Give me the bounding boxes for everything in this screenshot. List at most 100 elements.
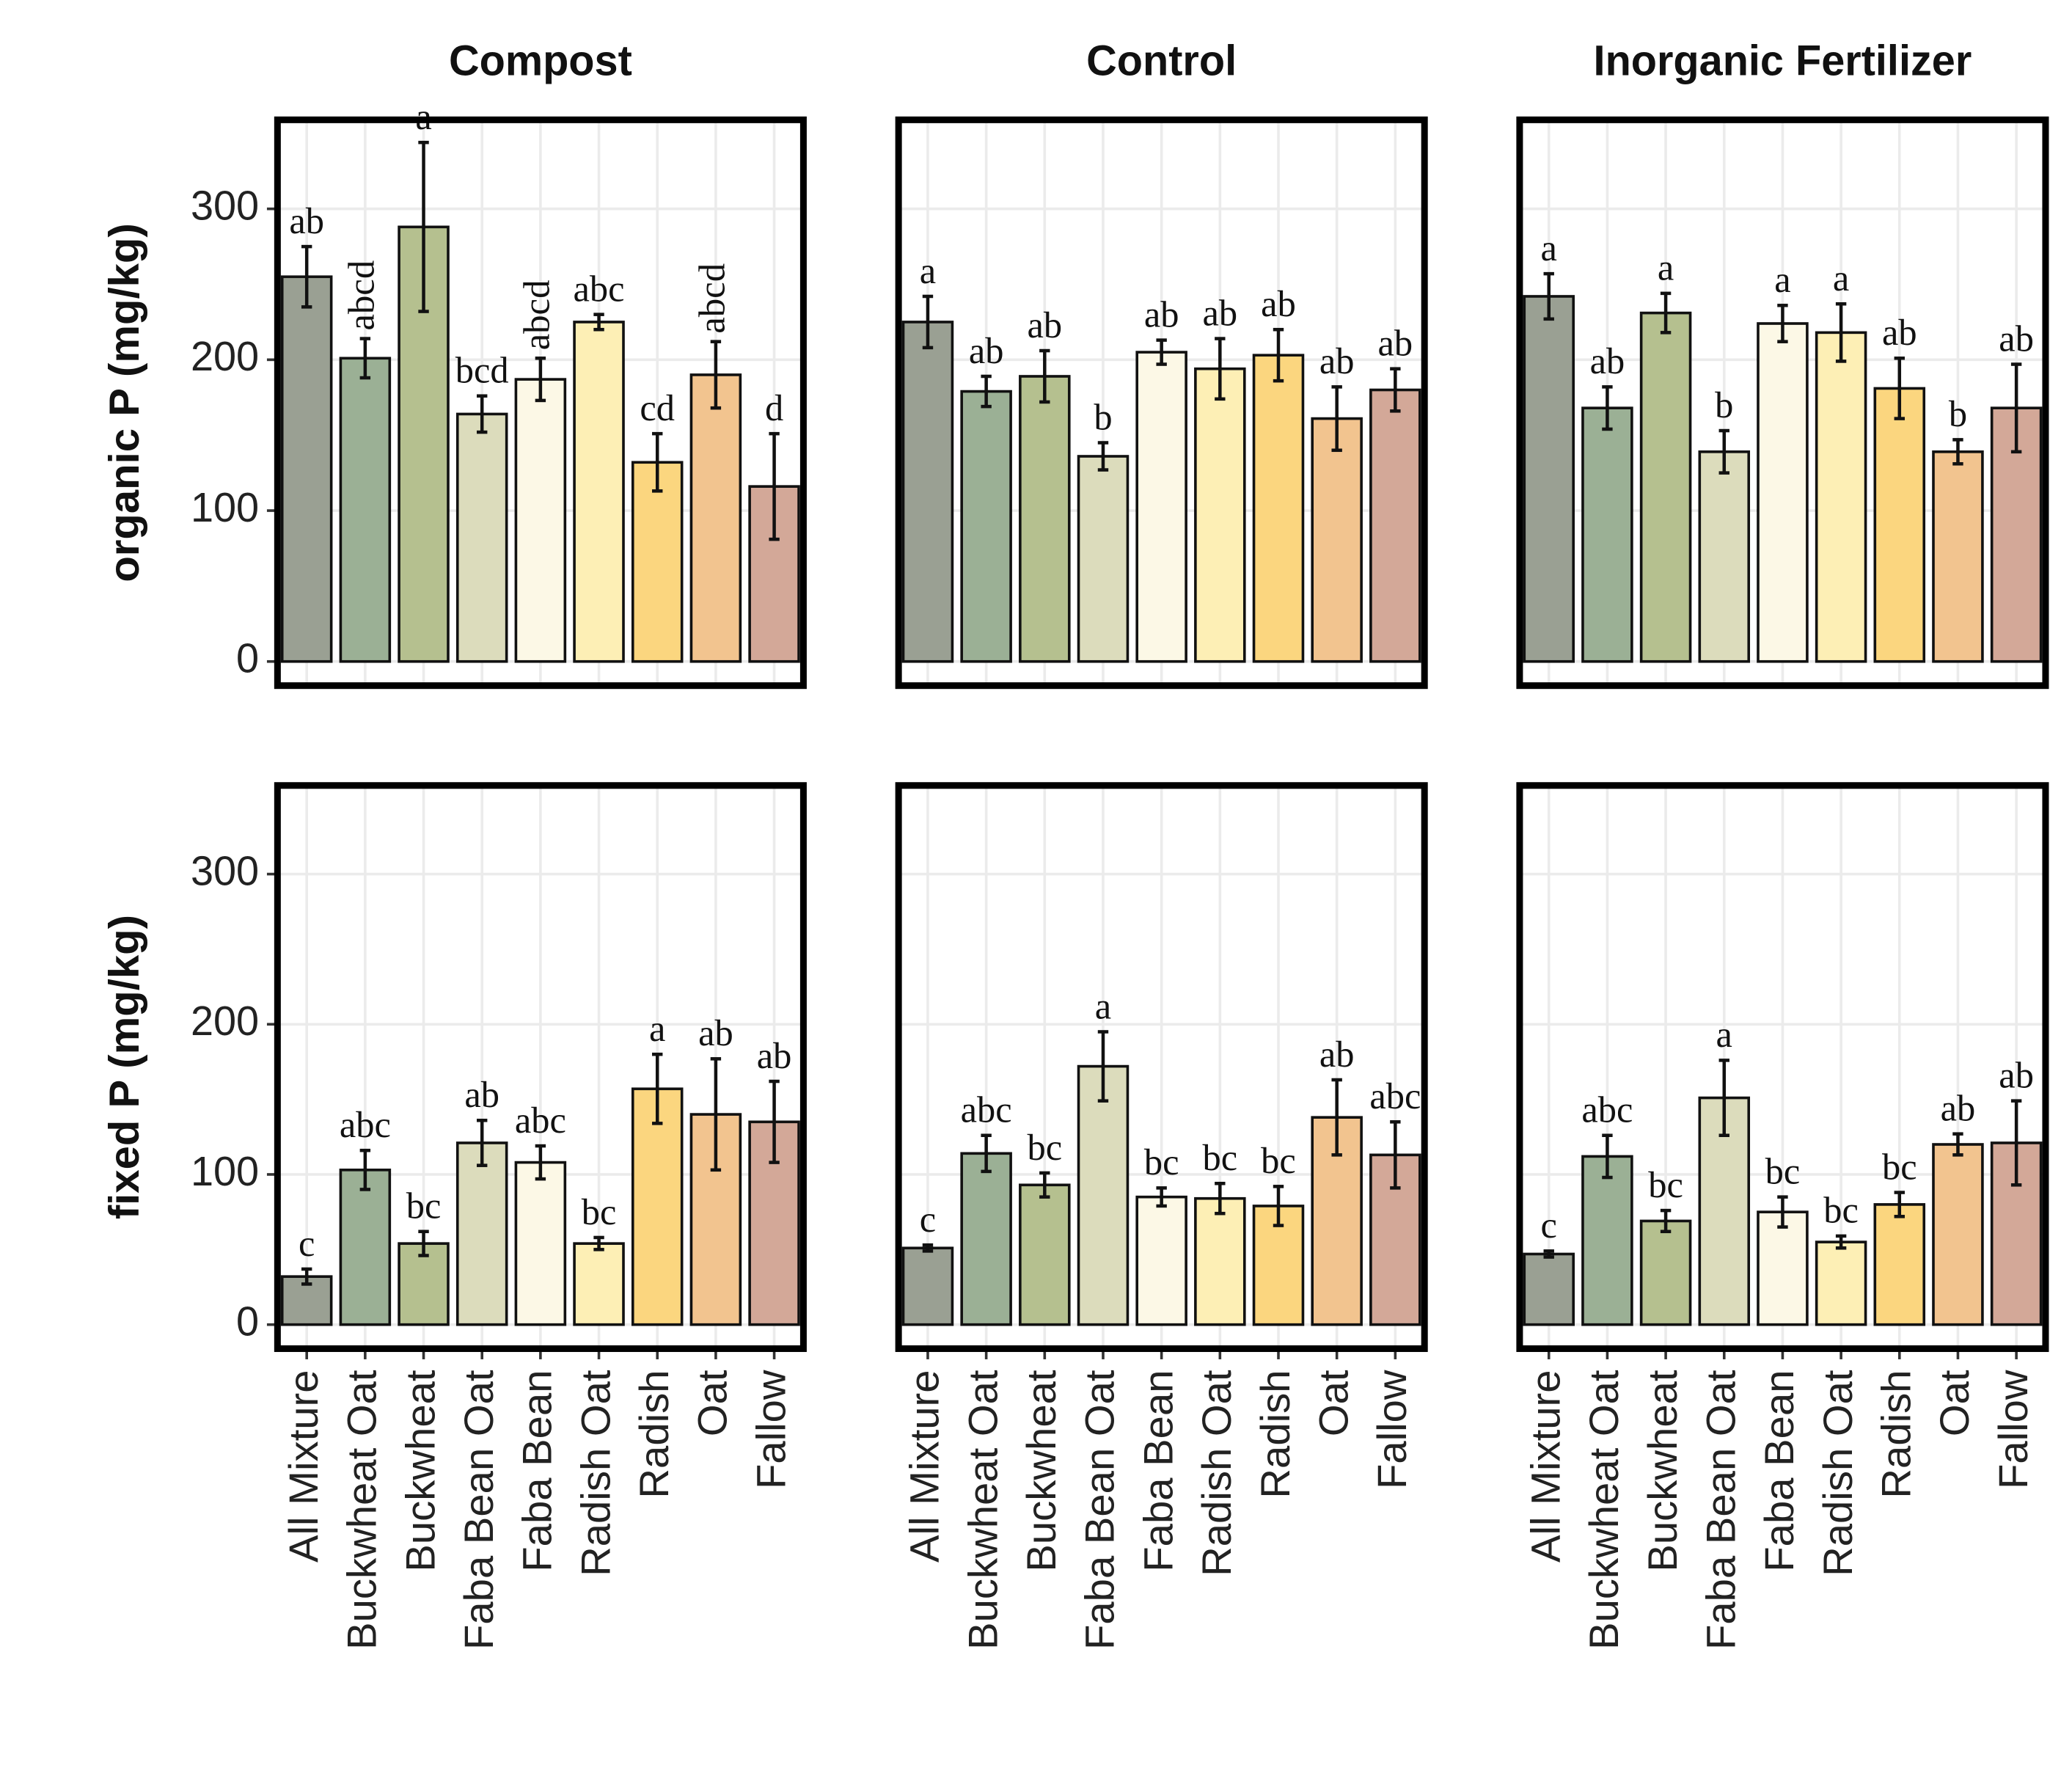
bar — [1019, 1183, 1071, 1326]
bar — [455, 412, 508, 663]
bar — [514, 378, 567, 663]
error-bar — [1390, 367, 1401, 413]
y-axis-label: fixed P (mg/kg) — [101, 915, 148, 1219]
y-tick-label: 100 — [191, 484, 259, 530]
error-bar — [301, 1267, 312, 1286]
significance-letter: bc — [1144, 1141, 1179, 1183]
significance-letter: bc — [1648, 1164, 1683, 1205]
significance-letter: ab — [1882, 312, 1917, 353]
significance-letter: ab — [1027, 304, 1062, 346]
bar — [1369, 388, 1421, 663]
bar — [280, 275, 333, 663]
x-tick-label: Faba Bean — [1135, 1370, 1182, 1571]
significance-letter: b — [1949, 393, 1967, 434]
error-bar — [652, 431, 663, 493]
bar — [960, 1152, 1012, 1326]
significance-letter: abc — [515, 1100, 566, 1141]
error-bar — [593, 1235, 604, 1251]
error-bar — [769, 431, 780, 541]
significance-letter: b — [1094, 396, 1112, 437]
y-tick-label: 100 — [191, 1148, 259, 1194]
error-bar — [1039, 1171, 1050, 1199]
error-bar — [1894, 357, 1905, 420]
significance-letter: ab — [1378, 322, 1413, 363]
error-bar — [1777, 1195, 1788, 1229]
error-bar — [476, 1119, 488, 1167]
y-tick-label: 200 — [191, 333, 259, 379]
error-bar — [1660, 1208, 1672, 1234]
error-bar — [1156, 338, 1167, 366]
x-tick-label: All Mixture — [901, 1370, 948, 1563]
facet-title: Inorganic Fertilizer — [1594, 37, 1972, 84]
bar — [1077, 1064, 1130, 1326]
error-bar — [1894, 1191, 1905, 1218]
significance-letter: ab — [1999, 1054, 2034, 1095]
bar — [1815, 331, 1867, 663]
x-tick-label: Fallow — [1990, 1370, 2036, 1489]
error-bar — [2010, 1099, 2022, 1187]
significance-letter: bc — [1261, 1140, 1296, 1181]
x-tick-label: Faba Bean — [1756, 1370, 1802, 1571]
bar — [689, 373, 742, 663]
error-bar — [476, 394, 488, 434]
significance-letter: ab — [1203, 292, 1238, 333]
x-tick-label: Radish — [631, 1370, 677, 1498]
significance-letter: a — [1658, 247, 1674, 288]
x-tick-label: Radish Oat — [1815, 1370, 1861, 1576]
x-tick-label: Buckwheat — [397, 1370, 443, 1572]
significance-letter: ab — [1319, 1034, 1355, 1075]
bar — [1757, 322, 1809, 663]
x-tick-label: Buckwheat Oat — [1581, 1370, 1627, 1650]
x-tick-label: Buckwheat Oat — [960, 1370, 1006, 1650]
bar — [960, 390, 1012, 663]
error-bar — [1718, 1059, 1729, 1138]
significance-letter: cd — [640, 387, 675, 428]
significance-letter: ab — [1999, 318, 2034, 359]
x-tick-label: Fallow — [1369, 1370, 1415, 1489]
bar — [1873, 387, 1926, 663]
bar — [1077, 455, 1130, 663]
error-bar — [710, 1057, 722, 1172]
error-bar — [1543, 1249, 1554, 1259]
error-bar — [1835, 302, 1847, 363]
error-bar — [1331, 385, 1342, 453]
significance-letter: ab — [1261, 283, 1296, 324]
error-bar — [710, 340, 722, 410]
error-bar — [922, 1243, 934, 1253]
significance-letter: abc — [574, 268, 625, 309]
error-bar — [1097, 441, 1109, 472]
significance-letter: ab — [1319, 340, 1355, 381]
significance-letter: a — [1541, 227, 1557, 268]
bar — [514, 1161, 567, 1326]
error-bar — [1039, 348, 1050, 404]
error-bar — [359, 337, 371, 380]
error-bar — [1273, 327, 1284, 383]
error-bar — [1156, 1186, 1167, 1208]
error-bar — [922, 294, 934, 350]
error-bar — [2010, 362, 2022, 454]
significance-letter: c — [1541, 1205, 1557, 1246]
x-tick-label: Oat — [1311, 1370, 1357, 1436]
y-tick-label: 200 — [191, 998, 259, 1044]
x-tick-label: Buckwheat — [1639, 1370, 1685, 1572]
x-tick-label: Faba Bean — [514, 1370, 560, 1571]
significance-letter: abcd — [692, 263, 733, 334]
error-bar — [981, 1133, 992, 1174]
significance-letter: d — [765, 387, 783, 428]
error-bar — [593, 313, 604, 332]
error-bar — [1835, 1234, 1847, 1250]
significance-letter: ab — [289, 200, 324, 241]
significance-letter: ab — [757, 1035, 792, 1076]
x-tick-label: Radish Oat — [572, 1370, 618, 1576]
bar — [1757, 1210, 1809, 1326]
error-bar — [418, 140, 429, 313]
significance-letter: bc — [1765, 1150, 1801, 1191]
x-tick-label: Faba Bean Oat — [1077, 1370, 1123, 1650]
significance-letter: abcd — [516, 279, 557, 350]
significance-letter: abc — [961, 1089, 1012, 1130]
x-tick-label: Radish — [1873, 1370, 1919, 1498]
x-tick-label: All Mixture — [280, 1370, 326, 1563]
y-tick-label: 0 — [236, 635, 259, 681]
error-bar — [1390, 1120, 1401, 1190]
